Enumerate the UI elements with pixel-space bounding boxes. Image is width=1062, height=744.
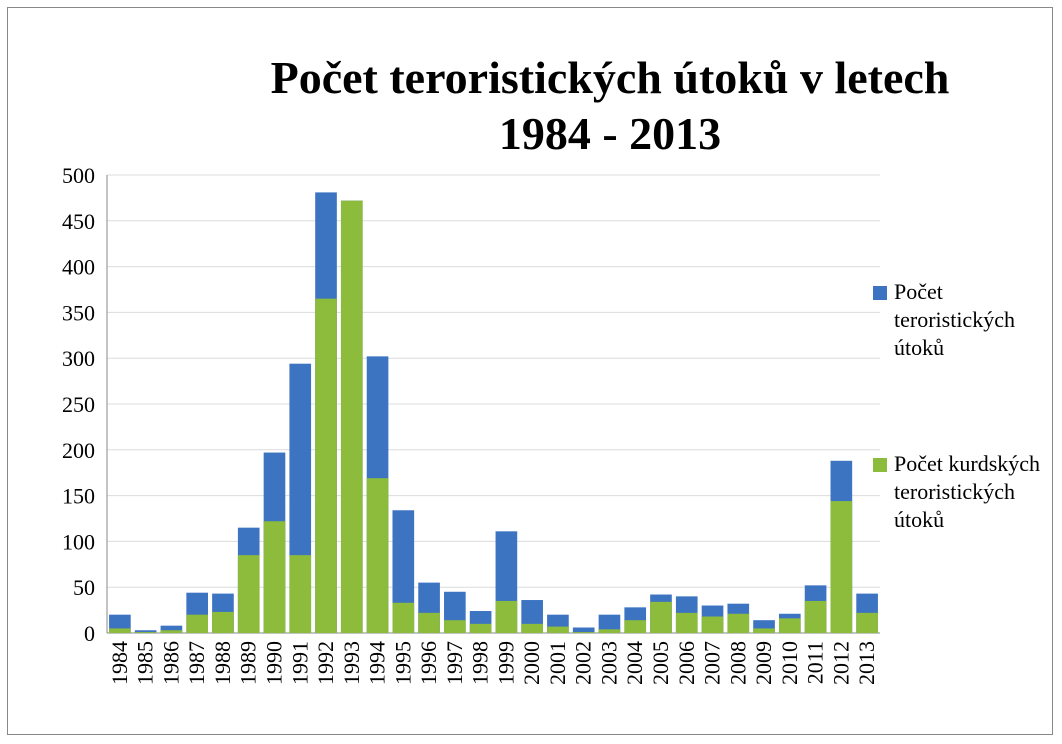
bar bbox=[366, 478, 389, 633]
x-tick-label: 2001 bbox=[545, 641, 570, 685]
bar bbox=[856, 612, 878, 633]
chart-frame bbox=[7, 7, 1053, 735]
bar bbox=[547, 626, 569, 633]
y-tick-label: 300 bbox=[62, 346, 95, 371]
x-tick-label: 1999 bbox=[493, 641, 518, 685]
bar bbox=[753, 628, 775, 633]
bar bbox=[598, 629, 621, 633]
bar bbox=[727, 613, 750, 633]
bar bbox=[418, 612, 440, 633]
bar bbox=[289, 555, 312, 633]
y-tick-label: 0 bbox=[84, 621, 95, 646]
y-tick-label: 200 bbox=[62, 438, 95, 463]
x-tick-label: 2000 bbox=[519, 641, 544, 685]
x-tick-label: 2010 bbox=[777, 641, 802, 685]
bar bbox=[160, 625, 183, 633]
bar bbox=[521, 623, 543, 633]
x-tick-label: 2002 bbox=[571, 641, 596, 685]
x-tick-label: 1989 bbox=[236, 641, 261, 685]
x-tick-label: 2004 bbox=[622, 641, 647, 685]
x-tick-label: 1995 bbox=[390, 641, 415, 685]
x-tick-label: 2005 bbox=[648, 641, 673, 685]
bar bbox=[572, 632, 595, 633]
legend-label: Počet kurdských teroristických útoků bbox=[894, 451, 1041, 532]
bar bbox=[624, 620, 647, 633]
y-tick-label: 500 bbox=[62, 163, 95, 188]
x-tick-label: 2013 bbox=[854, 641, 879, 685]
y-tick-label: 100 bbox=[62, 529, 95, 554]
bar bbox=[444, 620, 466, 633]
x-tick-label: 2007 bbox=[700, 641, 725, 685]
bar bbox=[778, 618, 801, 633]
legend-swatch bbox=[873, 458, 887, 472]
x-tick-label: 1993 bbox=[339, 641, 364, 685]
y-tick-label: 350 bbox=[62, 300, 95, 325]
legend-swatch bbox=[873, 286, 887, 300]
bar bbox=[804, 600, 827, 633]
bar bbox=[650, 601, 672, 633]
bar bbox=[160, 630, 183, 633]
x-tick-label: 2011 bbox=[803, 641, 828, 684]
x-tick-label: 1998 bbox=[468, 641, 493, 685]
x-tick-label: 1991 bbox=[287, 641, 312, 685]
x-tick-label: 2009 bbox=[751, 641, 776, 685]
y-tick-label: 400 bbox=[62, 255, 95, 280]
bar bbox=[392, 510, 415, 633]
y-tick-label: 150 bbox=[62, 484, 95, 509]
x-tick-label: 1997 bbox=[442, 641, 467, 685]
bar bbox=[109, 628, 131, 633]
x-tick-label: 1994 bbox=[365, 641, 390, 685]
x-tick-label: 2006 bbox=[674, 641, 699, 685]
x-tick-label: 2008 bbox=[725, 641, 750, 685]
bar bbox=[340, 200, 363, 633]
bar bbox=[830, 501, 853, 633]
chart-title: Počet teroristických útoků v letech 1984… bbox=[270, 52, 950, 159]
bar bbox=[134, 632, 157, 633]
y-tick-label: 250 bbox=[62, 392, 95, 417]
bar bbox=[701, 616, 724, 633]
x-tick-label: 1987 bbox=[184, 641, 209, 685]
bar bbox=[134, 630, 157, 633]
bar bbox=[495, 600, 518, 633]
bar bbox=[572, 627, 595, 633]
bar bbox=[675, 612, 698, 633]
x-tick-label: 1990 bbox=[261, 641, 286, 685]
bar bbox=[315, 298, 337, 633]
legend-label: Počet teroristických útoků bbox=[894, 279, 1015, 360]
x-tick-label: 1996 bbox=[416, 641, 441, 685]
bar bbox=[392, 602, 415, 633]
bar bbox=[237, 555, 260, 633]
x-tick-label: 2012 bbox=[828, 641, 853, 685]
x-tick-label: 1984 bbox=[107, 641, 132, 685]
bar bbox=[469, 623, 492, 633]
bar bbox=[598, 614, 621, 633]
bar bbox=[212, 611, 234, 633]
y-tick-label: 50 bbox=[73, 575, 95, 600]
x-tick-label: 1988 bbox=[210, 641, 235, 685]
bar bbox=[263, 521, 286, 633]
bar bbox=[186, 614, 209, 633]
x-tick-label: 1985 bbox=[133, 641, 158, 685]
x-tick-label: 1986 bbox=[158, 641, 183, 685]
x-tick-label: 1992 bbox=[313, 641, 338, 685]
x-tick-label: 2003 bbox=[596, 641, 621, 685]
y-tick-label: 450 bbox=[62, 209, 95, 234]
